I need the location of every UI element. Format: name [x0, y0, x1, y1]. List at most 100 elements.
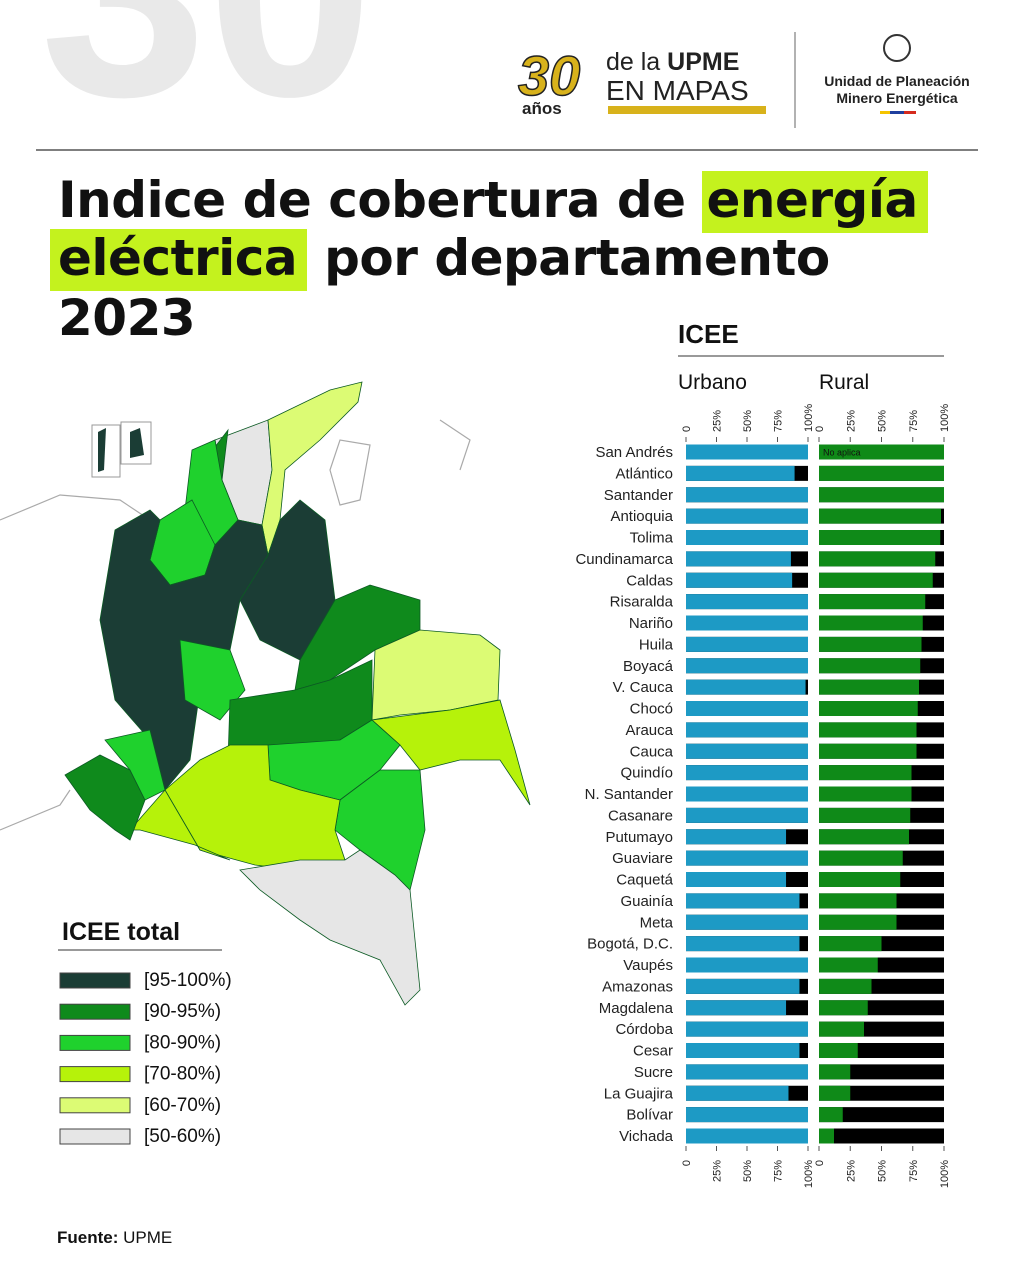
bar	[686, 786, 808, 802]
bar	[686, 850, 808, 866]
background-number: 30	[40, 0, 374, 159]
bar	[686, 1043, 800, 1058]
category-label: Putumayo	[605, 829, 673, 846]
category-label: Caldas	[626, 572, 673, 589]
x-tick-label: 0	[681, 426, 693, 432]
department	[64, 754, 146, 841]
legend-swatch	[59, 1034, 131, 1051]
x-tick-label: 75%	[773, 1160, 785, 1182]
category-label: Santander	[604, 487, 673, 504]
chart-title: ICEE	[678, 319, 739, 349]
bar	[819, 765, 912, 781]
bar	[819, 872, 901, 887]
x-tick-label: 50%	[742, 1160, 754, 1182]
x-tick-label: 25%	[845, 410, 857, 432]
bar	[686, 636, 808, 652]
bar	[686, 893, 800, 909]
bar	[819, 1000, 868, 1016]
bar	[686, 1021, 808, 1037]
bar	[819, 978, 872, 994]
x-tick-label: 100%	[803, 1160, 815, 1188]
bar	[686, 914, 808, 930]
category-label: Cesar	[633, 1043, 673, 1060]
bar	[686, 487, 808, 503]
category-label: Quindío	[620, 765, 673, 782]
logo-pre: de la	[606, 48, 660, 76]
title-line2: eléctrica por departamento	[50, 228, 830, 291]
category-label: Cundinamarca	[575, 551, 673, 568]
category-label: Nariño	[629, 615, 673, 632]
category-label: Atlántico	[615, 465, 673, 482]
series-name: Urbano	[678, 371, 747, 394]
category-label: Boyacá	[623, 658, 674, 675]
bar	[819, 743, 917, 759]
category-label: Córdoba	[615, 1021, 673, 1038]
flag-blue	[890, 111, 904, 114]
legend-label: [50-60%)	[144, 1126, 221, 1147]
bar	[686, 444, 808, 460]
x-tick-label: 100%	[803, 404, 815, 432]
x-tick-label: 75%	[908, 1160, 920, 1182]
title-year: 2023	[58, 289, 196, 347]
bar	[819, 465, 944, 481]
flag-red	[904, 111, 916, 114]
category-label: Guainía	[620, 893, 673, 910]
title-highlight: eléctrica	[50, 229, 308, 291]
bar	[819, 936, 882, 952]
bar	[686, 508, 808, 524]
bar	[819, 1085, 851, 1101]
title-part: por departamento	[324, 229, 830, 287]
legend-swatch	[59, 1003, 131, 1020]
bar	[686, 701, 808, 716]
bar	[819, 829, 909, 845]
bar	[819, 807, 911, 823]
x-tick-label: 75%	[773, 410, 785, 432]
bar	[686, 807, 808, 823]
legend-swatch	[59, 1128, 131, 1145]
bar	[819, 914, 897, 930]
x-tick-label: 25%	[845, 1160, 857, 1182]
agency-line1: Unidad de Planeación	[824, 73, 969, 89]
legend-label: [80-90%)	[144, 1032, 221, 1053]
title-line1: Indice de cobertura de energía	[58, 170, 928, 233]
category-label: Vaupés	[623, 957, 673, 974]
title-part: Indice de cobertura de	[58, 171, 686, 229]
logo-stripe	[608, 106, 766, 114]
border-lines	[0, 419, 471, 831]
bar	[686, 530, 808, 545]
series-name: Rural	[819, 371, 869, 394]
bar	[686, 1128, 808, 1144]
department	[239, 849, 421, 1006]
department	[164, 744, 346, 871]
bar	[819, 1107, 843, 1123]
x-tick-label: 100%	[939, 404, 951, 432]
logo-number: 30	[518, 44, 580, 107]
x-tick-label: 75%	[908, 410, 920, 432]
department	[261, 381, 363, 557]
not-applicable-bar	[819, 444, 944, 460]
x-tick-label: 25%	[712, 410, 724, 432]
bar	[686, 1000, 787, 1016]
bar	[686, 829, 787, 845]
bar	[819, 572, 933, 588]
bar	[686, 551, 791, 567]
bar	[686, 743, 808, 759]
bar	[819, 701, 918, 716]
category-label: Bogotá, D.C.	[587, 936, 673, 953]
bar	[686, 722, 808, 738]
category-label: Vichada	[619, 1128, 674, 1145]
legend-swatch	[59, 1066, 131, 1083]
bar	[686, 615, 808, 631]
category-label: Caquetá	[616, 872, 673, 889]
legend-swatch	[59, 1097, 131, 1114]
source-value: UPME	[123, 1228, 172, 1247]
logo-years: años	[522, 99, 562, 118]
department	[371, 699, 531, 806]
category-label: Casanare	[608, 807, 673, 824]
title-line3: 2023	[58, 288, 196, 348]
source-label: Fuente:	[57, 1228, 118, 1247]
x-tick-label: 100%	[939, 1160, 951, 1188]
department	[104, 729, 166, 801]
